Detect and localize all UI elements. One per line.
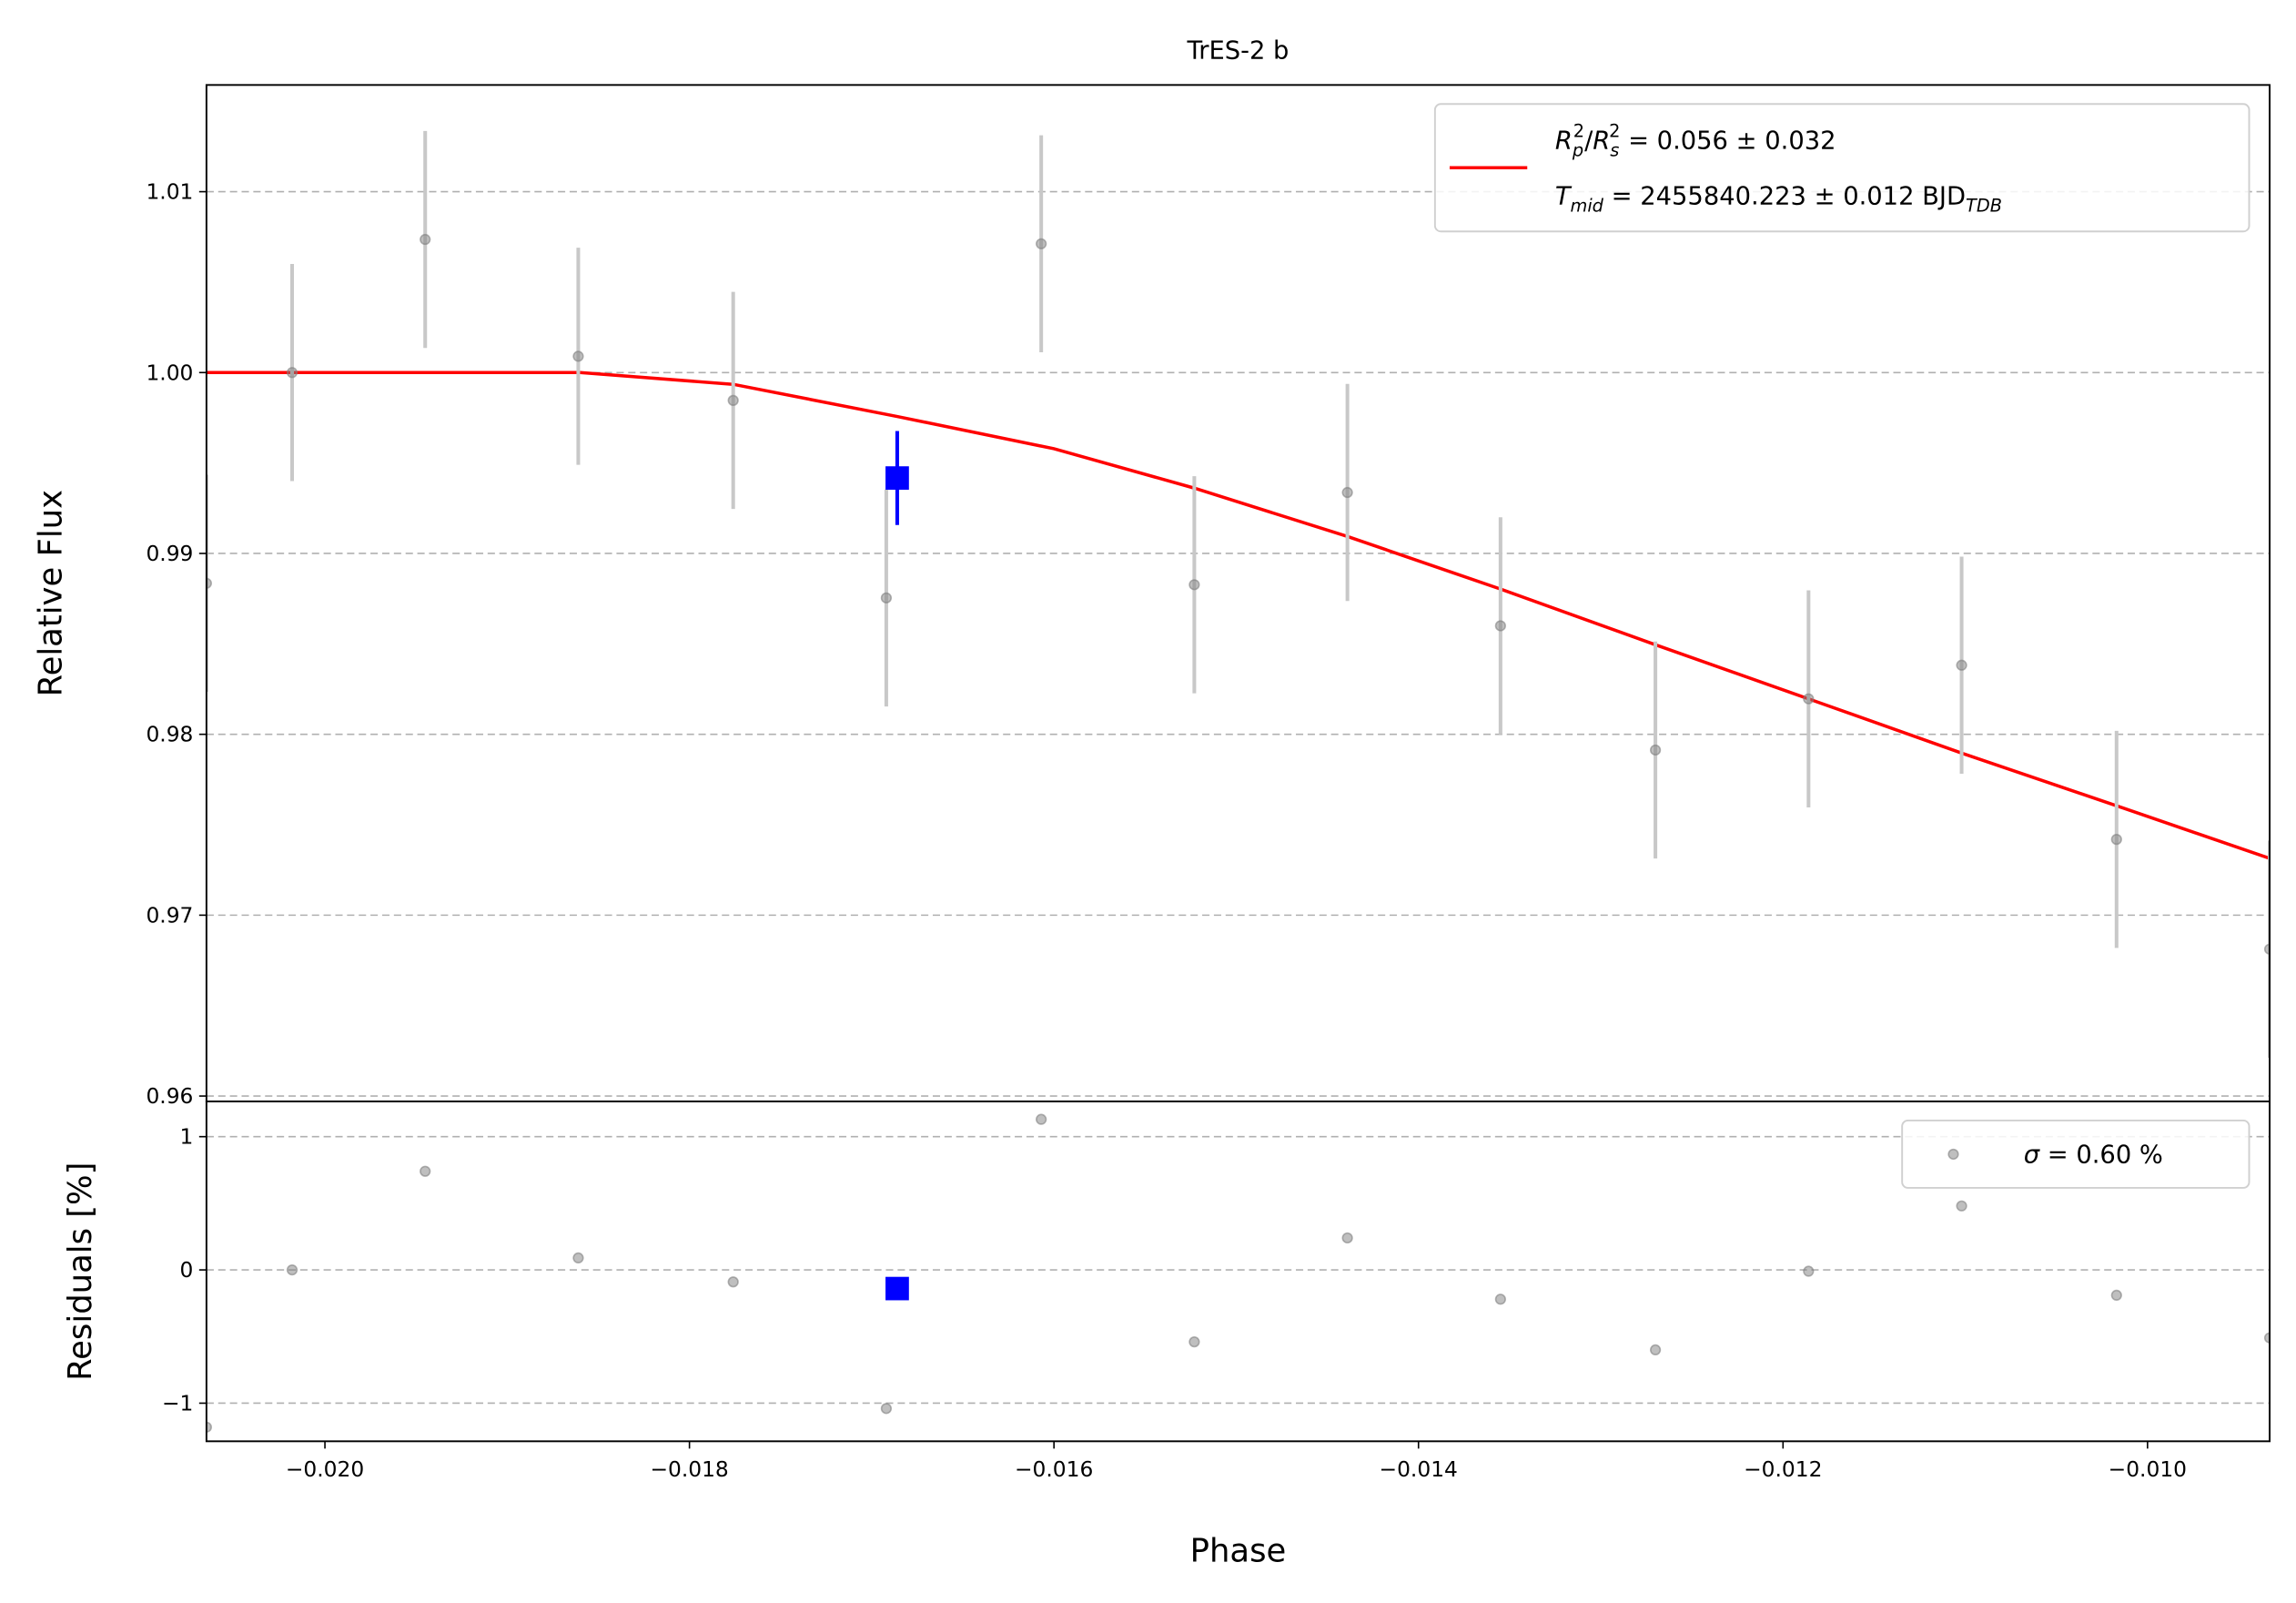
- panel: 0.96 0.97 0.98 0.99 1.00 1.01 TrES-2 b Relative…: [33, 36, 2271, 1109]
- legend-text: R: [1555, 127, 1573, 155]
- data-point: [420, 233, 431, 246]
- axes-frame: [205, 1101, 2271, 1443]
- y-tick-label: −1: [162, 1391, 193, 1416]
- legend-text: = 2455840.223 ± 0.012 BJD: [1603, 182, 1966, 210]
- legend-text: 2: [1609, 120, 1620, 141]
- x-tick-label: −0.014: [1380, 1456, 1458, 1482]
- x-tick-label: −0.018: [650, 1456, 728, 1482]
- data-point: [1649, 1344, 1662, 1356]
- legend-text: = 0.60 %: [2039, 1141, 2163, 1170]
- data-point: [1956, 659, 1967, 671]
- y-tick-label: 1: [180, 1124, 194, 1150]
- x-tick-label: −0.016: [1015, 1456, 1093, 1482]
- data-point: [206, 1421, 212, 1433]
- legend-label: Tmid = 2455840.223 ± 0.012 BJDTDB: [1555, 182, 2002, 216]
- data-point: [206, 577, 212, 589]
- data-point: [1341, 1232, 1353, 1244]
- y-tick-label: 1.00: [146, 360, 193, 385]
- data-point: [727, 394, 739, 406]
- x-axis-label: Phase: [1190, 1532, 1287, 1569]
- model-line: [206, 370, 2271, 860]
- chart-title: TrES-2 b: [1187, 36, 1290, 65]
- data-point: [1803, 1265, 1815, 1277]
- data-point: [1341, 486, 1353, 499]
- data-point: [572, 350, 584, 362]
- y-tick-label: 1.01: [146, 179, 193, 205]
- legend-text: = 0.056 ± 0.032: [1620, 127, 1836, 155]
- legend-text: /: [1584, 127, 1593, 155]
- data-point: [727, 1276, 739, 1288]
- y-axis-label: Residuals [%]: [62, 1162, 99, 1381]
- data-point: [420, 1165, 431, 1177]
- legend-text: σ: [2024, 1141, 2041, 1170]
- x-tick-label: −0.012: [1744, 1456, 1822, 1482]
- y-tick-label: 0.99: [146, 541, 193, 566]
- data-point: [1803, 693, 1815, 705]
- binned-point: [885, 466, 909, 490]
- data-point: [1036, 1113, 1047, 1125]
- data-point: [2110, 1289, 2122, 1302]
- legend-text: p: [1572, 139, 1583, 160]
- legend-text: T: [1555, 182, 1573, 210]
- legend-text: R: [1593, 127, 1610, 155]
- legend: σ = 0.60 %: [1901, 1119, 2250, 1189]
- data-point: [286, 367, 298, 379]
- data-point: [1036, 238, 1047, 249]
- y-tick-label: 0: [180, 1257, 194, 1283]
- legend-text: mid: [1571, 196, 1604, 217]
- data-point: [1956, 1200, 1967, 1212]
- panel: −1 0 1 −0.020 −0.018 −0.016 −0.014 −0.012 −0.010…: [62, 1101, 2271, 1569]
- data-point: [2110, 834, 2122, 846]
- binned-point: [885, 1276, 909, 1301]
- legend-swatch: [1947, 1148, 1959, 1161]
- y-tick-label: 0.97: [146, 902, 193, 928]
- legend-text: TDB: [1966, 196, 2002, 217]
- legend-text: s: [1610, 139, 1619, 160]
- data-point: [1494, 620, 1506, 632]
- data-point: [572, 1252, 584, 1264]
- legend-label: Rp2/Rs2 = 0.056 ± 0.032: [1555, 120, 1836, 160]
- x-tick-label: −0.020: [286, 1456, 364, 1482]
- y-axis-label: Relative Flux: [33, 490, 70, 696]
- y-tick-label: 0.96: [146, 1083, 193, 1109]
- x-tick-label: −0.010: [2109, 1456, 2187, 1482]
- data-point: [1188, 579, 1200, 591]
- legend-text: 2: [1573, 120, 1584, 141]
- legend-box: [1901, 1119, 2250, 1189]
- data-point: [286, 1263, 298, 1276]
- legend-label: σ = 0.60 %: [2024, 1141, 2163, 1170]
- data-point: [1494, 1294, 1506, 1305]
- data-point: [1649, 744, 1662, 756]
- legend-box: [1433, 103, 2250, 233]
- y-tick-label: 0.98: [146, 722, 193, 747]
- data-point: [880, 592, 893, 604]
- data-point: [880, 1403, 893, 1415]
- data-point: [1188, 1336, 1200, 1348]
- plot-area: [206, 130, 2271, 1058]
